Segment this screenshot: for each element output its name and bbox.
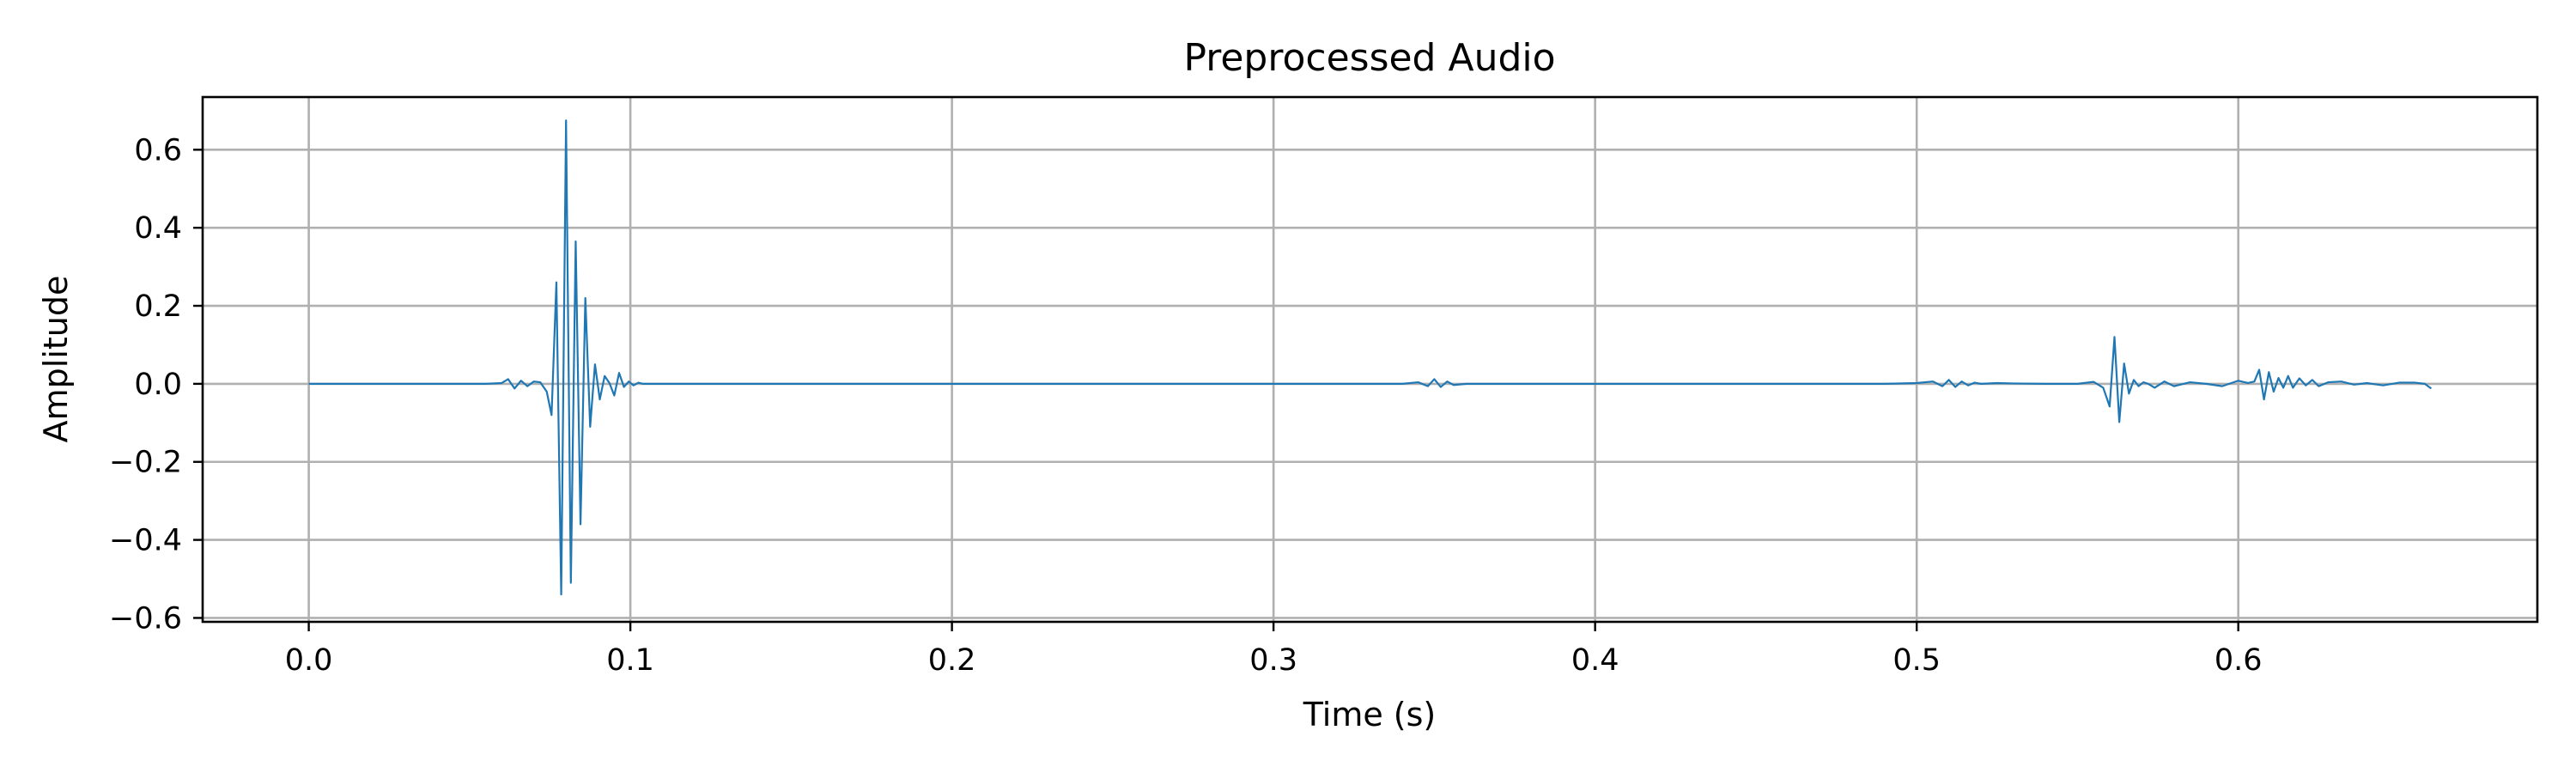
y-tick-label: 0.0 <box>134 368 182 402</box>
x-tick-label: 0.2 <box>928 643 976 678</box>
x-tick-label: 0.5 <box>1893 643 1941 678</box>
x-tick-label: 0.0 <box>285 643 333 678</box>
y-tick-label: −0.6 <box>109 601 182 636</box>
y-axis: 0.6 0.4 0.2 0.0 −0.2 −0.4 −0.6 <box>109 133 203 636</box>
y-tick-label: 0.4 <box>134 211 182 246</box>
y-tick-label: 0.2 <box>134 289 182 324</box>
x-tick-label: 0.6 <box>2215 643 2263 678</box>
x-tick-label: 0.1 <box>606 643 654 678</box>
chart-title: Preprocessed Audio <box>1183 36 1555 80</box>
y-axis-label: Amplitude <box>37 276 75 443</box>
y-tick-label: −0.2 <box>109 446 182 480</box>
x-tick-label: 0.4 <box>1571 643 1619 678</box>
grid-lines <box>203 97 2537 622</box>
axes-frame <box>201 95 2539 624</box>
plot-area <box>308 119 2433 596</box>
x-axis: 0.0 0.1 0.2 0.3 0.4 0.5 0.6 <box>285 622 2263 678</box>
y-tick-label: 0.6 <box>134 133 182 167</box>
x-tick-label: 0.3 <box>1249 643 1297 678</box>
x-axis-label: Time (s) <box>1303 696 1437 733</box>
y-tick-label: −0.4 <box>109 524 182 558</box>
plot-frame <box>201 95 2539 624</box>
waveform-series-line <box>308 119 2433 596</box>
